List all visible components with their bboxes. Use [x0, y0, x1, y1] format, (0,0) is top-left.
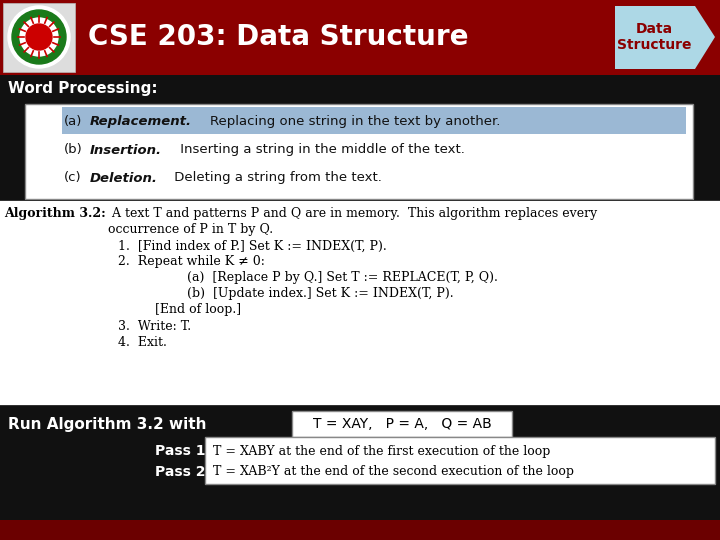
Bar [0, 0, 720, 75]
Text: Deletion.: Deletion. [90, 172, 158, 185]
Text: Inserting a string in the middle of the text.: Inserting a string in the middle of the … [176, 144, 465, 157]
Text: Replacement.: Replacement. [90, 114, 192, 127]
Bar [205, 437, 715, 484]
Text: occurrence of P in T by Q.: occurrence of P in T by Q. [108, 222, 273, 235]
Text: (b): (b) [64, 144, 83, 157]
Text: A text T and patterns P and Q are in memory.  This algorithm replaces every: A text T and patterns P and Q are in mem… [108, 207, 598, 220]
Text: [End of loop.]: [End of loop.] [135, 303, 241, 316]
Text: Word Processing:: Word Processing: [8, 82, 158, 97]
Bar [0, 200, 720, 405]
Text: Insertion.: Insertion. [90, 144, 162, 157]
Text: Pass 1: Pass 1 [155, 444, 205, 458]
Bar [3, 3, 75, 72]
Bar [0, 75, 720, 103]
Text: Algorithm 3.2:: Algorithm 3.2: [4, 207, 106, 220]
Text: (a): (a) [64, 114, 82, 127]
Bar [62, 107, 686, 134]
Bar [292, 411, 512, 437]
Text: Pass 2: Pass 2 [155, 465, 205, 479]
Bar [25, 104, 693, 199]
Text: T = XAY,   P = A,   Q = AB: T = XAY, P = A, Q = AB [312, 417, 491, 431]
Text: CSE 203: Data Structure: CSE 203: Data Structure [88, 23, 469, 51]
Text: (a)  [Replace P by Q.] Set T := REPLACE(T, P, Q).: (a) [Replace P by Q.] Set T := REPLACE(T… [155, 272, 498, 285]
Bar [0, 200, 720, 201]
Bar [0, 405, 720, 520]
Text: Run Algorithm 3.2 with: Run Algorithm 3.2 with [8, 416, 207, 431]
Text: Data
Structure: Data Structure [617, 22, 691, 52]
Text: (c): (c) [64, 172, 81, 185]
Circle shape [12, 10, 66, 64]
Text: 2.  Repeat while K ≠ 0:: 2. Repeat while K ≠ 0: [118, 255, 265, 268]
Text: 4.  Exit.: 4. Exit. [118, 335, 167, 348]
Text: T = XAB²Y at the end of the second execution of the loop: T = XAB²Y at the end of the second execu… [213, 464, 574, 477]
Circle shape [20, 18, 58, 56]
Polygon shape [615, 6, 715, 69]
Text: (b)  [Update index.] Set K := INDEX(T, P).: (b) [Update index.] Set K := INDEX(T, P)… [155, 287, 454, 300]
Circle shape [26, 24, 52, 50]
Bar [0, 520, 720, 540]
Circle shape [8, 6, 70, 68]
Text: T = XABY at the end of the first execution of the loop: T = XABY at the end of the first executi… [213, 446, 550, 458]
Text: 3.  Write: T.: 3. Write: T. [118, 320, 191, 333]
Text: 1.  [Find index of P.] Set K := INDEX(T, P).: 1. [Find index of P.] Set K := INDEX(T, … [118, 240, 387, 253]
Bar [0, 405, 720, 406]
Text: Deleting a string from the text.: Deleting a string from the text. [170, 172, 382, 185]
Text: Replacing one string in the text by another.: Replacing one string in the text by anot… [210, 114, 500, 127]
